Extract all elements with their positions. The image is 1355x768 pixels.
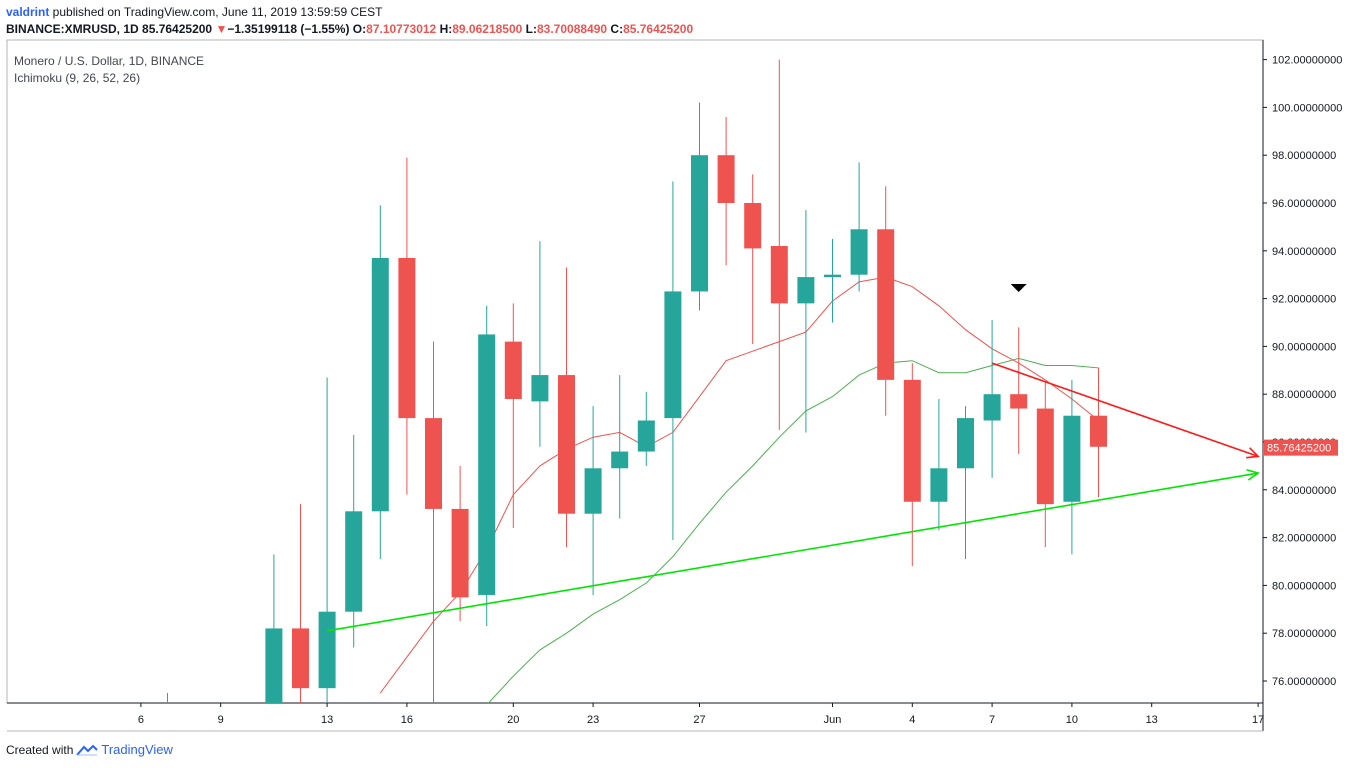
close-value: 85.76425200 <box>623 22 694 36</box>
candle-down <box>770 246 788 304</box>
x-tick-label: 7 <box>989 714 995 726</box>
publish-info: valdrint published on TradingView.com, J… <box>6 5 382 19</box>
high-value: 89.06218500 <box>452 22 523 36</box>
candle-up <box>531 375 549 402</box>
candle-up <box>691 155 708 292</box>
candle-up <box>850 229 868 275</box>
candle-up <box>318 611 336 689</box>
y-tick-label: 90.00000000 <box>1272 341 1336 353</box>
y-tick-label: 92.00000000 <box>1272 294 1336 306</box>
candle-up <box>957 418 974 469</box>
y-tick-label: 102.00000000 <box>1272 55 1342 67</box>
candle-up <box>345 511 363 612</box>
candle-down <box>1010 394 1028 409</box>
candle-down <box>877 229 895 380</box>
trendline-resistance <box>991 362 1259 458</box>
x-tick-label: 17 <box>1252 714 1264 726</box>
candle-up <box>611 451 629 469</box>
x-tick-label: 27 <box>693 714 705 726</box>
y-tick-label: 80.00000000 <box>1272 580 1336 592</box>
candle-up <box>584 468 602 514</box>
candle-down <box>1090 415 1107 447</box>
created-with-text: Created with <box>6 742 74 757</box>
x-tick-label: 4 <box>909 714 915 726</box>
footer: Created with TradingView <box>6 742 173 757</box>
x-tick-label: 10 <box>1066 714 1078 726</box>
published-text: published on TradingView.com, June 11, 2… <box>49 5 383 19</box>
candle-down <box>425 418 442 509</box>
candle-up <box>371 257 389 512</box>
candle-down <box>717 155 735 203</box>
x-tick-label: 13 <box>321 714 333 726</box>
low-label: L: <box>525 22 537 36</box>
x-tick-label: 6 <box>138 714 144 726</box>
y-tick-label: 82.00000000 <box>1272 533 1336 545</box>
candle-down <box>159 705 176 707</box>
ohlc-bar: BINANCE:XMRUSD, 1D 85.76425200 ▼−1.35199… <box>6 22 693 36</box>
candle-down <box>903 379 921 502</box>
last-price-label: 85.76425200 <box>1267 443 1331 455</box>
y-tick-label: 98.00000000 <box>1272 150 1336 162</box>
tradingview-brand[interactable]: TradingView <box>101 742 173 757</box>
trendline-support <box>326 472 1259 632</box>
x-tick-label: 16 <box>401 714 413 726</box>
close-label: C: <box>610 22 624 36</box>
symbol-label: BINANCE:XMRUSD, 1D <box>6 22 139 36</box>
y-tick-label: 84.00000000 <box>1272 485 1336 497</box>
candle-up <box>265 628 283 703</box>
candle-up <box>637 420 655 452</box>
candle-up <box>478 334 496 595</box>
candle-down <box>744 203 762 249</box>
candle-up <box>1063 415 1081 502</box>
plot-frame <box>6 39 1264 704</box>
trendline-arrowhead <box>1246 447 1260 459</box>
y-tick-label: 78.00000000 <box>1272 628 1336 640</box>
last-price: 85.76425200 <box>142 22 213 36</box>
series-legend[interactable]: Monero / U.S. Dollar, 1D, BINANCE <box>14 54 205 68</box>
y-tick-label: 100.00000000 <box>1272 102 1342 114</box>
candle-up <box>930 468 948 502</box>
candle-down <box>558 375 575 514</box>
ichimoku-base-line <box>487 357 1099 703</box>
down-arrow-icon: ▼ <box>215 22 228 36</box>
x-tick-label: 23 <box>587 714 599 726</box>
trendline-arrowhead <box>1246 468 1260 481</box>
x-tick-label: 13 <box>1146 714 1158 726</box>
candle-up <box>824 274 841 278</box>
candle-down <box>1036 408 1054 505</box>
plot-area <box>159 59 1260 707</box>
open-value: 87.10773012 <box>366 22 437 36</box>
y-tick-label: 76.00000000 <box>1272 676 1336 688</box>
candle-down <box>398 257 416 419</box>
y-tick-label: 88.00000000 <box>1272 389 1336 401</box>
last-price-badge <box>1264 439 1338 456</box>
x-tick-label: 20 <box>507 714 519 726</box>
price-change: −1.35199118 (−1.55%) <box>227 22 350 36</box>
bar-marker-icon <box>1010 284 1027 293</box>
candle-up <box>983 394 1001 421</box>
y-tick-label: 94.00000000 <box>1272 246 1336 258</box>
ichimoku-conversion-line <box>379 276 1099 694</box>
author-link[interactable]: valdrint <box>6 5 50 19</box>
candle-down <box>504 341 522 399</box>
x-tick-label: 9 <box>218 714 224 726</box>
candle-down <box>292 628 309 689</box>
low-value: 83.70088490 <box>536 22 608 36</box>
candle-up <box>797 277 815 304</box>
x-tick-label: Jun <box>824 714 842 726</box>
tradingview-logo-icon <box>76 744 99 756</box>
candle-down <box>451 508 469 598</box>
high-label: H: <box>439 22 453 36</box>
y-tick-label: 96.00000000 <box>1272 198 1336 210</box>
candle-up <box>664 291 682 419</box>
open-label: O: <box>352 22 367 36</box>
indicator-legend[interactable]: Ichimoku (9, 26, 52, 26) <box>14 71 141 85</box>
